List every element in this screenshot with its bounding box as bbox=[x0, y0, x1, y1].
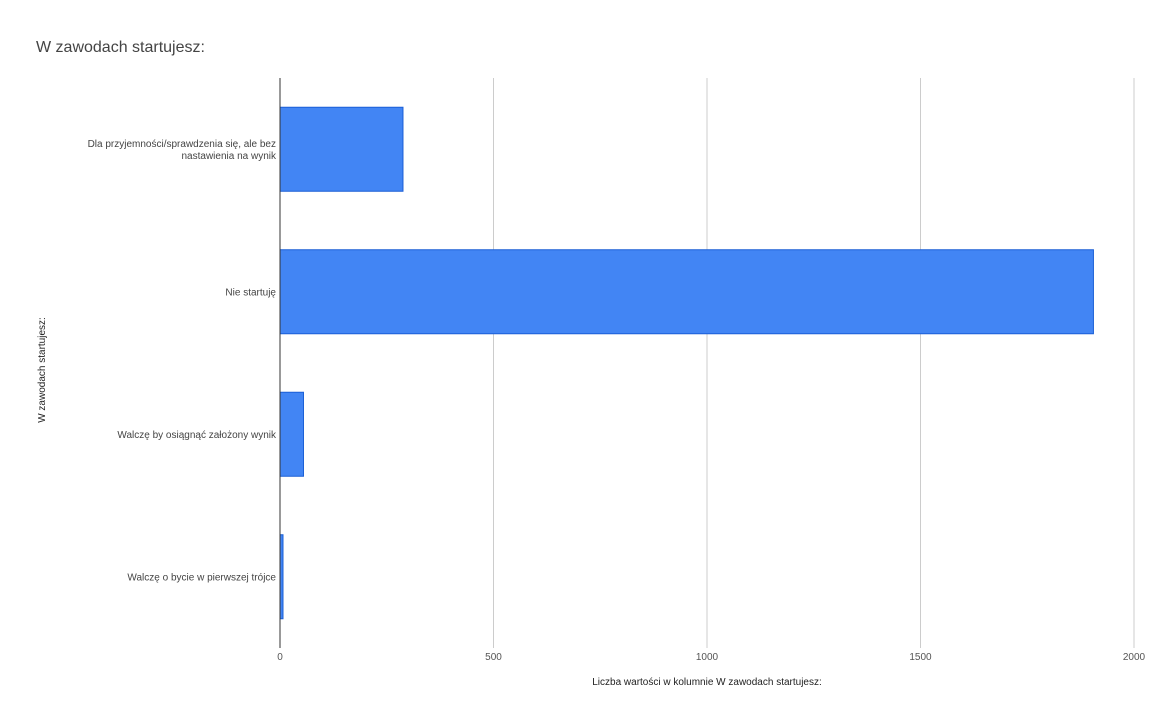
x-tick-label: 500 bbox=[485, 652, 502, 663]
y-axis-title: W zawodach startujesz: bbox=[37, 317, 48, 423]
category-label-line: Dla przyjemności/sprawdzenia się, ale be… bbox=[88, 139, 276, 150]
category-label: Walczę o bycie w pierwszej trójce bbox=[127, 572, 276, 583]
category-label: Walczę by osiągnąć założony wynik bbox=[117, 430, 277, 441]
x-tick-label: 1000 bbox=[696, 652, 719, 663]
category-label-line: nastawienia na wynik bbox=[182, 151, 277, 162]
category-labels: Dla przyjemności/sprawdzenia się, ale be… bbox=[88, 139, 277, 584]
x-axis-title: Liczba wartości w kolumnie W zawodach st… bbox=[592, 677, 822, 688]
bar bbox=[279, 391, 304, 477]
bars bbox=[279, 106, 1094, 620]
bar bbox=[279, 106, 404, 192]
category-label: Dla przyjemności/sprawdzenia się, ale be… bbox=[88, 139, 277, 162]
chart-title: W zawodach startujesz: bbox=[36, 39, 205, 56]
bar bbox=[279, 249, 1094, 335]
gridlines bbox=[493, 78, 1135, 648]
category-label-line: Walczę by osiągnąć założony wynik bbox=[117, 430, 277, 441]
category-label: Nie startuję bbox=[225, 287, 276, 298]
x-tick-labels: 0 500 1000 1500 2000 bbox=[277, 652, 1145, 663]
x-tick-label: 1500 bbox=[909, 652, 932, 663]
category-label-line: Walczę o bycie w pierwszej trójce bbox=[127, 572, 276, 583]
category-label-line: Nie startuję bbox=[225, 287, 276, 298]
x-tick-label: 0 bbox=[277, 652, 283, 663]
x-tick-label: 2000 bbox=[1123, 652, 1146, 663]
